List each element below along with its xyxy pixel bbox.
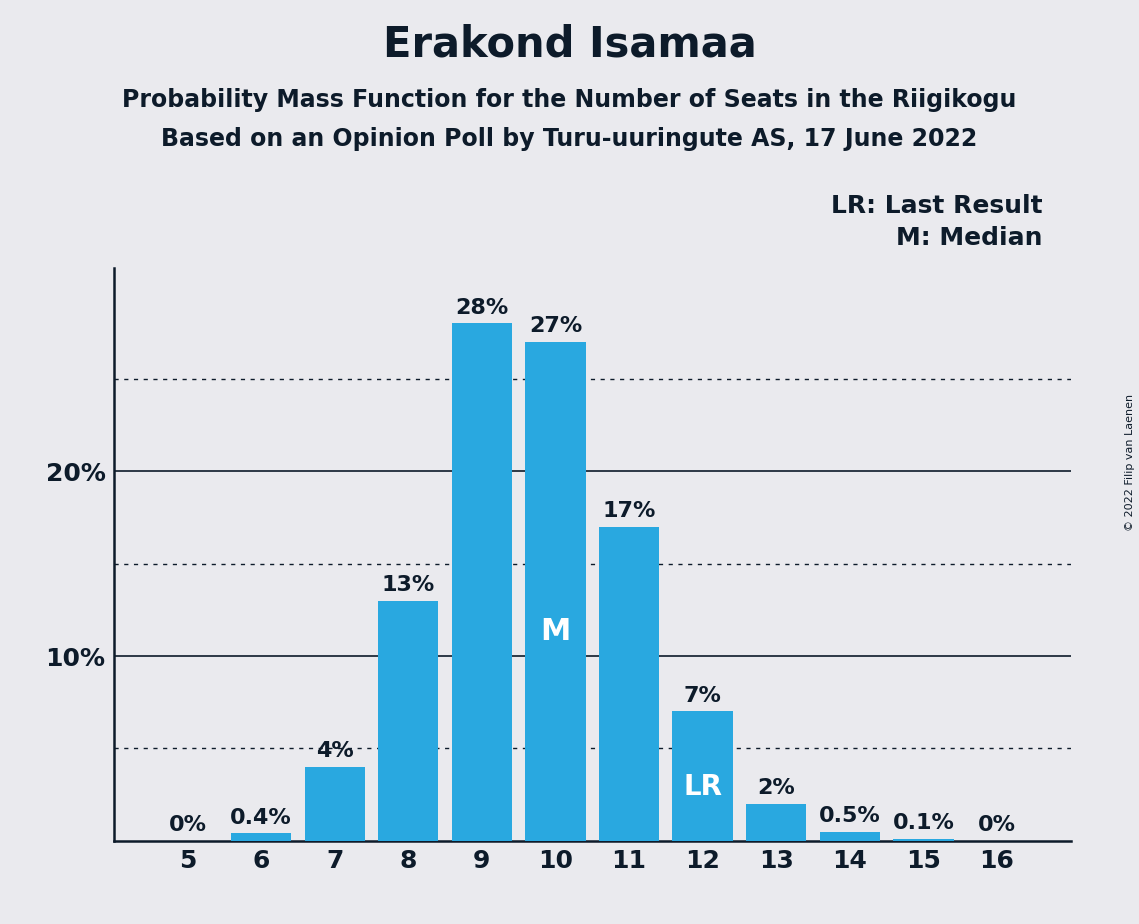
- Text: Based on an Opinion Poll by Turu-uuringute AS, 17 June 2022: Based on an Opinion Poll by Turu-uuringu…: [162, 127, 977, 151]
- Text: Probability Mass Function for the Number of Seats in the Riigikogu: Probability Mass Function for the Number…: [122, 88, 1017, 112]
- Text: 0.4%: 0.4%: [230, 808, 292, 828]
- Text: 2%: 2%: [757, 778, 795, 798]
- Text: © 2022 Filip van Laenen: © 2022 Filip van Laenen: [1125, 394, 1134, 530]
- Text: LR: LR: [683, 772, 722, 800]
- Text: 7%: 7%: [683, 686, 722, 706]
- Text: M: M: [540, 617, 571, 646]
- Bar: [231, 833, 292, 841]
- Text: 0.1%: 0.1%: [893, 813, 954, 833]
- Text: 0%: 0%: [169, 815, 206, 835]
- Text: 27%: 27%: [528, 316, 582, 336]
- Text: LR: Last Result: LR: Last Result: [830, 194, 1042, 218]
- Bar: [893, 839, 953, 841]
- Bar: [746, 804, 806, 841]
- Bar: [304, 767, 364, 841]
- Text: 0%: 0%: [978, 815, 1016, 835]
- Bar: [599, 527, 659, 841]
- Bar: [672, 711, 732, 841]
- Text: M: Median: M: Median: [895, 226, 1042, 250]
- Bar: [452, 323, 513, 841]
- Bar: [525, 342, 585, 841]
- Text: 13%: 13%: [382, 575, 435, 595]
- Text: Erakond Isamaa: Erakond Isamaa: [383, 23, 756, 65]
- Text: 4%: 4%: [316, 741, 353, 761]
- Text: 0.5%: 0.5%: [819, 806, 880, 826]
- Text: 28%: 28%: [456, 298, 508, 318]
- Bar: [378, 601, 439, 841]
- Bar: [820, 832, 880, 841]
- Text: 17%: 17%: [603, 501, 656, 521]
